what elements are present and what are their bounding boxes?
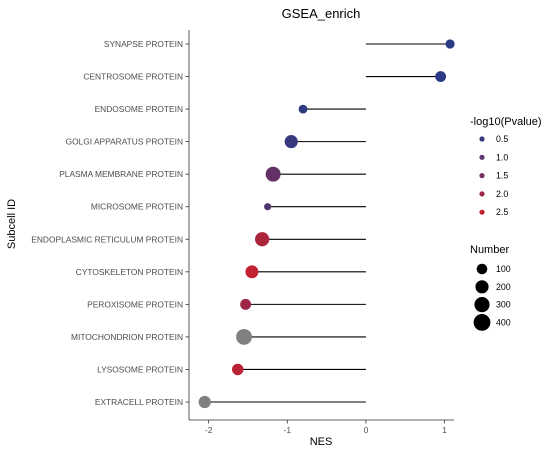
data-point [198, 395, 211, 409]
data-point [255, 232, 270, 247]
y-tick-label: GOLGI APPARATUS PROTEIN [66, 137, 183, 147]
size-legend: Number 100 200 300 400 [470, 244, 511, 331]
points-layer [198, 39, 455, 409]
data-point [245, 265, 259, 279]
data-point [236, 328, 252, 345]
y-tick-label: CENTROSOME PROTEIN [83, 72, 183, 82]
stems-layer [204, 43, 451, 403]
color-legend-key [479, 136, 485, 142]
size-legend-label: 100 [496, 264, 511, 274]
size-legend-key [473, 314, 491, 331]
color-legend-key [479, 173, 485, 179]
color-legend-title: -log10(Pvalue) [470, 116, 542, 128]
y-tick-label: MITOCHONDRION PROTEIN [71, 332, 183, 342]
data-point [435, 71, 447, 82]
color-legend-key [479, 209, 485, 215]
y-tick-label: PLASMA MEMBRANE PROTEIN [59, 169, 183, 179]
size-legend-label: 400 [496, 317, 511, 327]
x-tick-label: -2 [205, 425, 213, 435]
color-legend-label: 0.5 [496, 134, 508, 144]
size-legend-key [476, 263, 488, 275]
color-legend-label: 2.0 [496, 189, 508, 199]
size-legend-key [475, 280, 489, 294]
y-tick-label: PEROXISOME PROTEIN [87, 299, 183, 309]
data-point [298, 104, 308, 114]
color-legend-label: 1.0 [496, 152, 508, 162]
y-tick-label: ENDOSOME PROTEIN [95, 104, 183, 114]
data-point [445, 39, 455, 49]
y-tick-label: SYNAPSE PROTEIN [104, 39, 183, 49]
size-legend-label: 200 [496, 282, 511, 292]
size-legend-label: 300 [496, 300, 511, 310]
y-tick-label: ENDOPLASMIC RETICULUM PROTEIN [31, 234, 183, 244]
y-axis: SYNAPSE PROTEIN CENTROSOME PROTEIN ENDOSOM… [31, 30, 190, 420]
size-legend-title: Number [470, 244, 509, 256]
x-axis-title: NES [310, 436, 333, 448]
data-point [232, 363, 244, 376]
size-legend-key [474, 297, 490, 313]
y-axis-title: Subcell ID [6, 199, 18, 249]
chart-title: GSEA_enrich [282, 6, 361, 21]
y-tick-label: LYSOSOME PROTEIN [97, 364, 183, 374]
data-point [264, 203, 272, 211]
x-tick-label: -1 [284, 425, 292, 435]
color-legend-label: 2.5 [496, 207, 508, 217]
data-point [240, 298, 252, 310]
data-point [265, 166, 281, 182]
color-legend-label: 1.5 [496, 171, 508, 181]
x-tick-label: 0 [364, 425, 369, 435]
color-legend: -log10(Pvalue) 0.5 1.0 1.5 2.0 2.5 [470, 116, 542, 217]
y-tick-label: MICROSOME PROTEIN [91, 202, 183, 212]
color-legend-key [479, 191, 485, 197]
x-tick-label: 1 [442, 425, 447, 435]
data-point [284, 135, 298, 149]
y-tick-label: EXTRACELL PROTEIN [95, 397, 183, 407]
color-legend-key [479, 154, 485, 160]
y-tick-label: CYTOSKELETON PROTEIN [76, 267, 183, 277]
x-axis: -2 -1 0 1 [189, 419, 454, 435]
